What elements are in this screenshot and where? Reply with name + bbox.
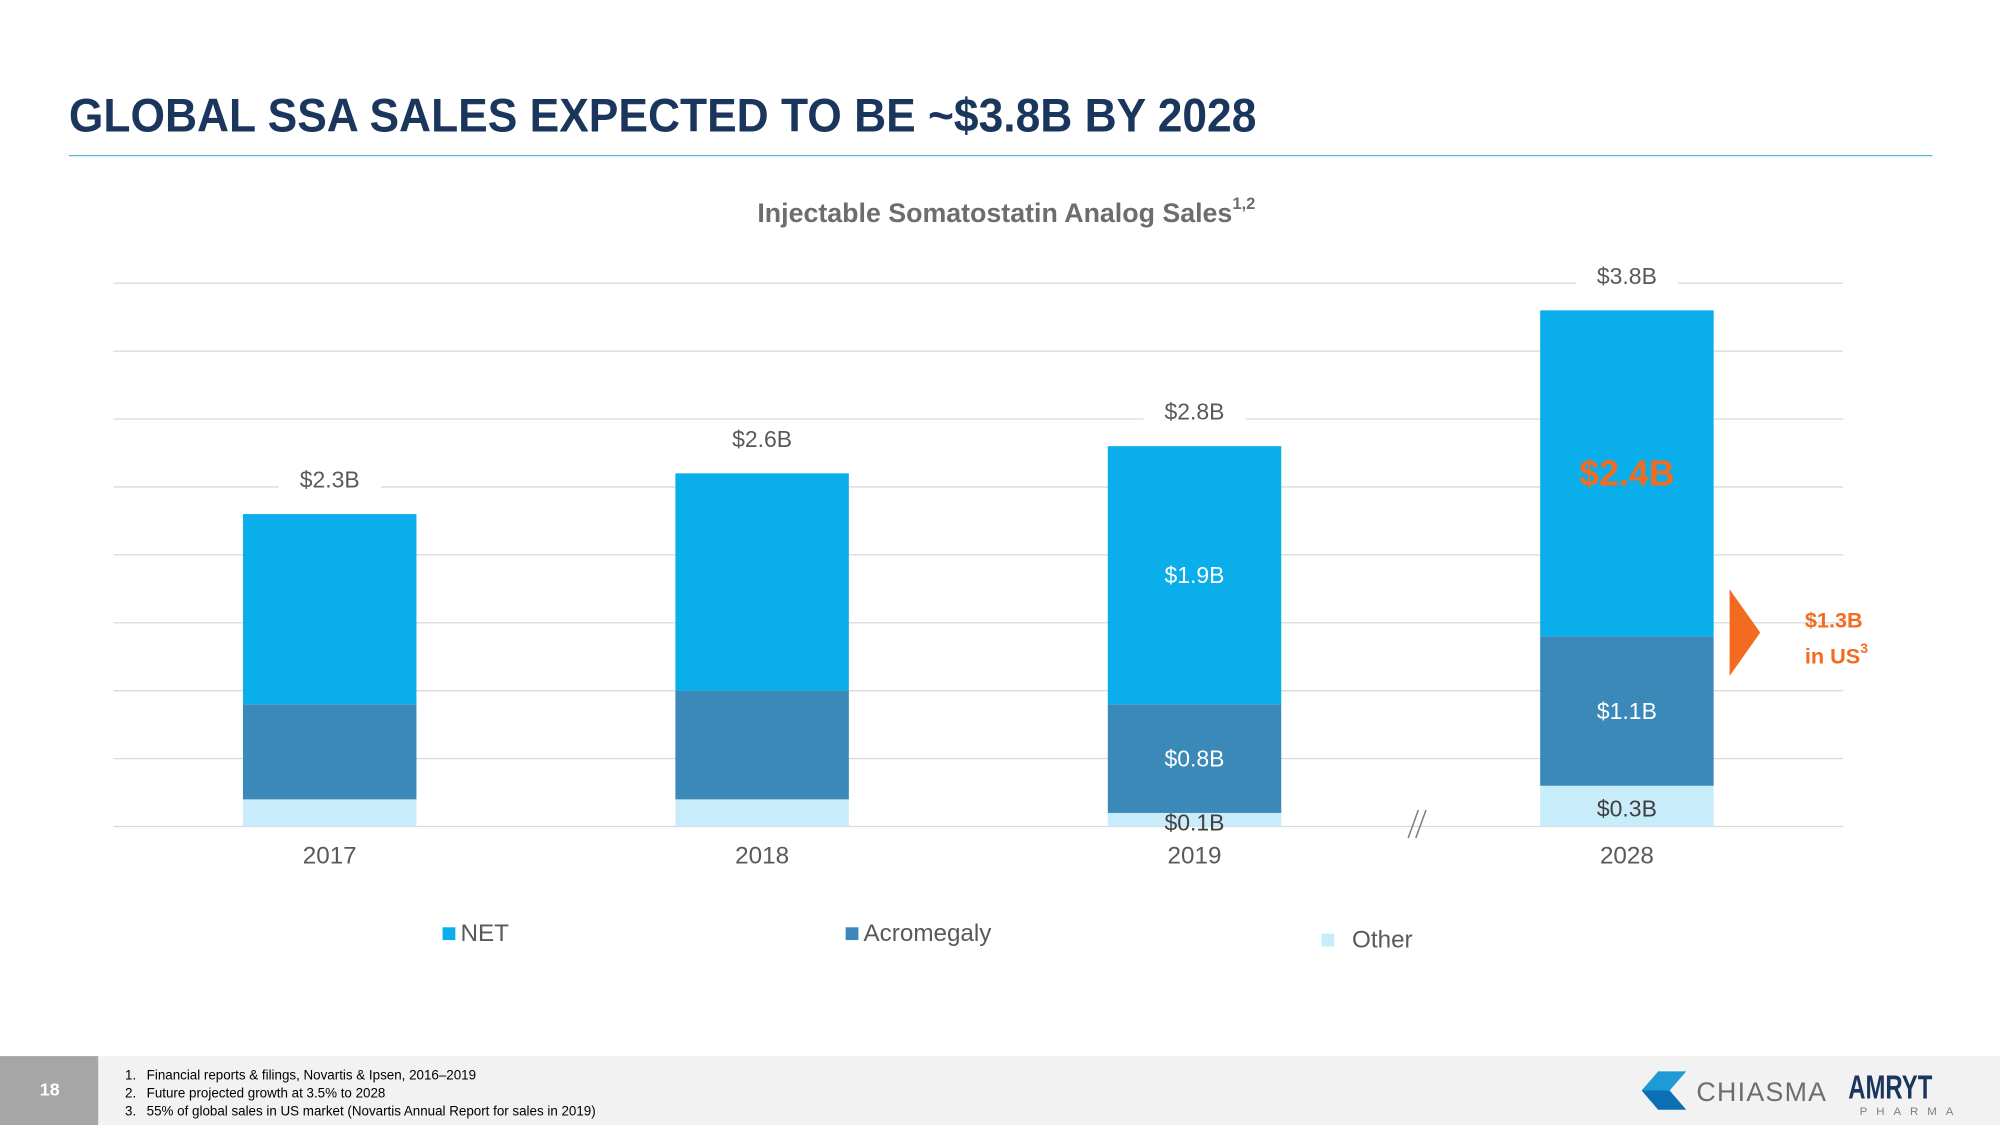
chart-title-text: Injectable Somatostatin Analog Sales (757, 198, 1232, 228)
value-label: $1.1B (1597, 698, 1657, 724)
value-label: $0.3B (1597, 796, 1657, 822)
footnote-number: 3. (125, 1103, 136, 1118)
plot: $2.3B 2017 $2.6B 2018 $0.1B $0.8B $1.9B $2.8B 20… (113, 260, 1844, 954)
page-box (0, 1056, 99, 1125)
footnote-number: 2. (125, 1086, 136, 1101)
legend-label: Other (1352, 927, 1413, 954)
bar-segment (675, 799, 849, 827)
bar-segment (675, 690, 849, 800)
x-tick-label: 2028 (1600, 842, 1654, 869)
x-tick-label: 2017 (303, 842, 357, 869)
chart-title: Injectable Somatostatin Analog Sales1,2 (757, 193, 1255, 228)
legend-swatch (845, 927, 859, 941)
total-label-bg (278, 464, 381, 495)
legend-swatch (442, 927, 456, 941)
value-label: $0.8B (1165, 746, 1225, 772)
annotation-text: in US (1805, 643, 1860, 668)
total-label: $2.6B (732, 426, 792, 452)
bar-segment (242, 704, 417, 800)
value-label: $2.4B (1579, 453, 1674, 493)
footnotes: 1. Financial reports & filings, Novartis … (125, 1068, 596, 1119)
x-tick-label: 2018 (735, 842, 789, 869)
bar-segment (242, 514, 417, 705)
bar-segment (675, 473, 849, 691)
annotation-arrow (1729, 589, 1761, 677)
slide-title: GLOBAL SSA SALES EXPECTED TO BE ~$3.8B B… (69, 90, 1257, 143)
bar-segment (1540, 636, 1714, 786)
bar-segment (1540, 310, 1714, 637)
legend-label: Acromegaly (864, 920, 993, 947)
axis-break (1407, 809, 1420, 839)
annotation-line: in US3 (1805, 640, 1868, 668)
footnote-text: Financial reports & filings, Novartis & … (147, 1068, 476, 1083)
bar-segment (1107, 446, 1282, 705)
footnote-text: 55% of global sales in US market (Novart… (147, 1103, 596, 1118)
chart-title-sup: 1,2 (1232, 193, 1255, 212)
chiasma-icon (1641, 1090, 1687, 1110)
total-label-bg (1575, 260, 1678, 292)
axis-break (1415, 809, 1427, 839)
legend-label: NET (460, 920, 509, 947)
footnote-text: Future projected growth at 3.5% to 2028 (147, 1086, 386, 1101)
page-number: 18 (40, 1079, 60, 1099)
value-label: $1.9B (1165, 562, 1225, 588)
bar-segment (1540, 785, 1714, 827)
bar-segment (1107, 812, 1282, 827)
total-label-bg (711, 423, 814, 455)
bar-segment (242, 799, 417, 827)
total-label-bg (1143, 396, 1246, 428)
footnote-number: 1. (125, 1068, 136, 1083)
value-label: $0.1B (1165, 809, 1225, 835)
annotation-line: $1.3B (1805, 607, 1863, 632)
total-label: $2.3B (300, 467, 360, 493)
amryt-logo: AMRYT (1848, 1070, 1932, 1107)
pharma-logo: PHARMA (1860, 1106, 1963, 1118)
annotation-sup: 3 (1860, 640, 1868, 656)
legend-swatch (1321, 933, 1335, 947)
total-label: $2.8B (1165, 399, 1225, 425)
total-label: $3.8B (1597, 263, 1657, 289)
chiasma-logo: CHIASMA (1696, 1077, 1827, 1107)
x-tick-label: 2019 (1168, 842, 1222, 869)
bar-segment (1107, 704, 1282, 813)
chiasma-icon (1641, 1071, 1687, 1091)
